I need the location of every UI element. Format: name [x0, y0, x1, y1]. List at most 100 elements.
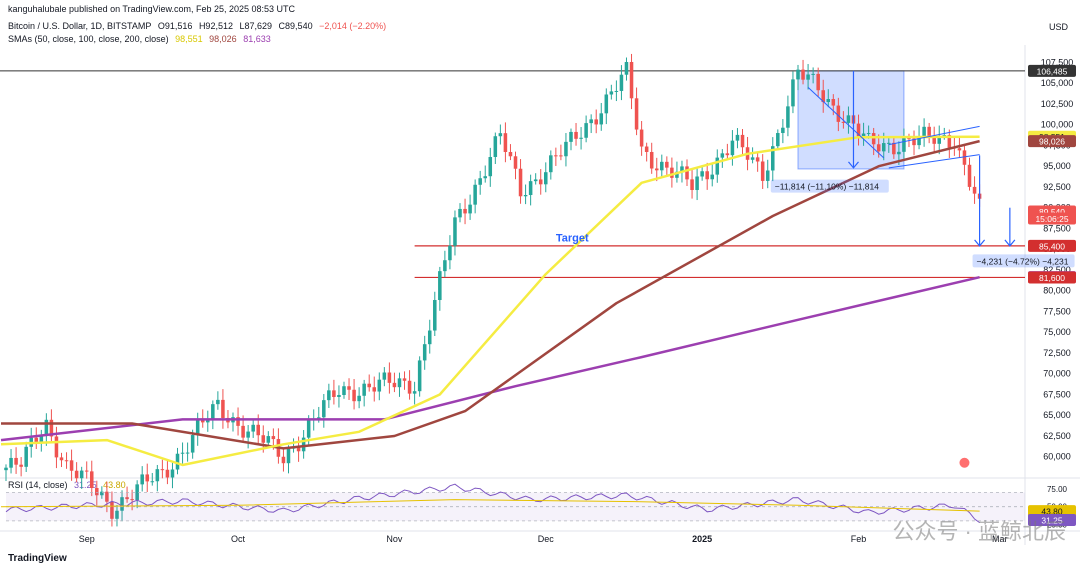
ohlc-open: O91,516	[157, 21, 193, 31]
candle-body	[771, 146, 775, 171]
candle-body	[957, 148, 962, 151]
candle-body	[508, 152, 513, 157]
candle-body	[422, 344, 427, 361]
candle-body	[685, 166, 689, 180]
price-label-text: 106,485	[1037, 66, 1068, 76]
candle-body	[402, 378, 407, 381]
candle-body	[9, 457, 13, 468]
candle-body	[44, 419, 49, 437]
x-tick-label: Sep	[79, 534, 95, 544]
candle-body	[811, 73, 815, 75]
y-tick-label: 80,000	[1043, 286, 1071, 296]
candle-body	[200, 420, 205, 423]
candle-body	[89, 471, 94, 489]
candle-body	[675, 171, 679, 178]
candle-body	[856, 123, 861, 137]
candle-body	[796, 69, 800, 80]
sma200-value: 81,633	[243, 34, 271, 44]
candle-body	[59, 457, 64, 461]
candle-body	[735, 134, 740, 141]
y-tick-label: 70,000	[1043, 369, 1071, 379]
candle-body	[806, 74, 810, 80]
candle-body	[64, 460, 69, 462]
candle-body	[881, 143, 886, 152]
candle-body	[801, 69, 805, 80]
symbol-title: Bitcoin / U.S. Dollar, 1D, BITSTAMP	[8, 21, 152, 31]
price-label-text: 89,540	[1039, 207, 1065, 217]
wedge-lower	[888, 154, 980, 169]
candle-body	[19, 464, 23, 467]
price-label-text: 15:06:25	[1035, 214, 1068, 224]
candle-body	[705, 171, 709, 180]
candle-body	[261, 435, 266, 443]
candle-body	[861, 133, 866, 137]
candle-body	[387, 372, 392, 383]
candle-body	[211, 404, 215, 420]
candle-body	[407, 380, 412, 394]
candle-body	[327, 390, 331, 401]
candle-body	[478, 178, 482, 185]
rsi-value-box	[1028, 514, 1076, 527]
candle-body	[614, 90, 619, 92]
candle-body	[473, 184, 477, 205]
symbol-line: Bitcoin / U.S. Dollar, 1D, BITSTAMP O91,…	[8, 21, 390, 31]
candle-body	[95, 488, 99, 496]
candle-body	[397, 378, 402, 388]
candle-body	[14, 457, 18, 465]
candle-body	[100, 491, 104, 496]
candle-body	[463, 208, 467, 214]
candle-body	[927, 126, 931, 136]
candle-body	[892, 142, 896, 155]
y-tick-label: 65,000	[1043, 410, 1071, 420]
candle-body	[155, 469, 160, 482]
candle-body	[826, 99, 831, 103]
y-tick-label: 95,000	[1043, 161, 1071, 171]
sma50-line	[0, 135, 980, 467]
candle-body	[503, 133, 508, 153]
candle-body	[584, 123, 588, 138]
candle-body	[932, 135, 936, 144]
measure-label: −4,231 (−4.72%) −4,231	[977, 256, 1069, 266]
candle-body	[427, 330, 432, 345]
candle-body	[135, 484, 139, 500]
candle-body	[629, 61, 634, 99]
candle-body	[760, 161, 765, 181]
candle-body	[367, 383, 371, 388]
candle-body	[49, 419, 54, 437]
candle-body	[654, 168, 659, 171]
candle-body	[564, 141, 568, 157]
candle-body	[730, 140, 735, 156]
candle-body	[710, 174, 715, 180]
y-tick-label: 87,500	[1043, 223, 1071, 233]
candle-body	[443, 260, 447, 272]
candle-body	[448, 245, 452, 261]
candle-body	[180, 452, 185, 454]
ohlc-change: −2,014 (−2.20%)	[319, 21, 387, 31]
candle-body	[917, 136, 921, 146]
price-label-text: 81,600	[1039, 273, 1065, 283]
candle-body	[579, 137, 583, 139]
candle-body	[644, 146, 649, 152]
candle-body	[660, 161, 664, 171]
rsi-value-text: 31.25	[1041, 516, 1063, 526]
price-label-box	[1028, 239, 1076, 252]
candle-body	[513, 156, 518, 169]
rsi-label: RSI (14, close)	[8, 480, 68, 490]
candle-body	[347, 386, 351, 390]
candle-body	[337, 394, 341, 398]
candle-body	[488, 156, 493, 177]
candle-body	[296, 447, 301, 452]
candle-body	[720, 153, 725, 158]
target-label: Target	[556, 233, 589, 245]
rsi-ma-line	[0, 499, 980, 512]
rsi-header: RSI (14, close) 31.25 43.80	[8, 480, 130, 490]
candle-body	[922, 126, 926, 137]
ohlc-close: C89,540	[278, 21, 313, 31]
candle-body	[574, 131, 578, 139]
candle-body	[165, 469, 170, 478]
candle-body	[523, 195, 528, 197]
candle-body	[483, 176, 487, 179]
measure-label-box	[972, 254, 1075, 268]
candle-body	[781, 127, 785, 134]
